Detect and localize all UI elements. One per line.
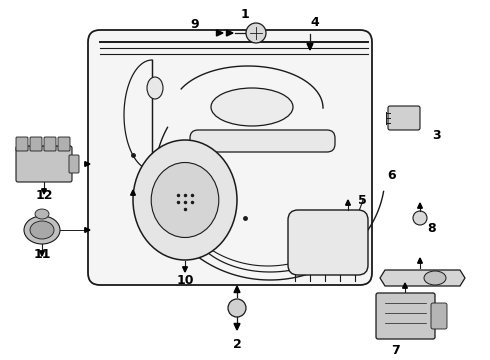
Circle shape — [228, 299, 246, 317]
FancyBboxPatch shape — [69, 155, 79, 173]
Polygon shape — [131, 190, 135, 195]
Text: 12: 12 — [35, 189, 53, 202]
FancyBboxPatch shape — [376, 293, 435, 339]
Polygon shape — [226, 30, 233, 36]
Polygon shape — [345, 200, 350, 205]
Text: 7: 7 — [391, 343, 399, 356]
Polygon shape — [417, 258, 422, 263]
Text: 2: 2 — [233, 338, 242, 351]
Text: 11: 11 — [33, 248, 51, 261]
Ellipse shape — [24, 216, 60, 244]
Polygon shape — [217, 30, 223, 36]
FancyBboxPatch shape — [44, 137, 56, 151]
Text: 8: 8 — [428, 221, 436, 234]
Text: 1: 1 — [241, 8, 249, 21]
Text: 5: 5 — [358, 194, 367, 207]
Text: 6: 6 — [388, 168, 396, 181]
FancyBboxPatch shape — [30, 137, 42, 151]
Circle shape — [246, 23, 266, 43]
Ellipse shape — [151, 162, 219, 238]
Text: 10: 10 — [176, 274, 194, 287]
Circle shape — [413, 211, 427, 225]
FancyBboxPatch shape — [16, 146, 72, 182]
Ellipse shape — [133, 140, 237, 260]
Polygon shape — [403, 283, 407, 288]
Polygon shape — [234, 286, 240, 292]
Ellipse shape — [35, 209, 49, 219]
FancyBboxPatch shape — [88, 30, 372, 285]
FancyBboxPatch shape — [190, 130, 335, 152]
Polygon shape — [85, 162, 90, 166]
FancyBboxPatch shape — [58, 137, 70, 151]
FancyBboxPatch shape — [431, 303, 447, 329]
Text: 9: 9 — [191, 18, 199, 31]
Polygon shape — [85, 228, 90, 233]
Polygon shape — [380, 270, 465, 286]
Polygon shape — [307, 44, 313, 50]
Polygon shape — [417, 203, 422, 208]
Polygon shape — [40, 251, 45, 256]
Polygon shape — [234, 324, 240, 330]
Text: 3: 3 — [432, 129, 441, 141]
Ellipse shape — [147, 77, 163, 99]
Ellipse shape — [424, 271, 446, 285]
Ellipse shape — [211, 88, 293, 126]
Polygon shape — [183, 267, 187, 272]
FancyBboxPatch shape — [288, 210, 368, 275]
Ellipse shape — [30, 221, 54, 239]
Text: 4: 4 — [311, 15, 319, 28]
Polygon shape — [42, 189, 47, 194]
FancyBboxPatch shape — [388, 106, 420, 130]
FancyBboxPatch shape — [16, 137, 28, 151]
